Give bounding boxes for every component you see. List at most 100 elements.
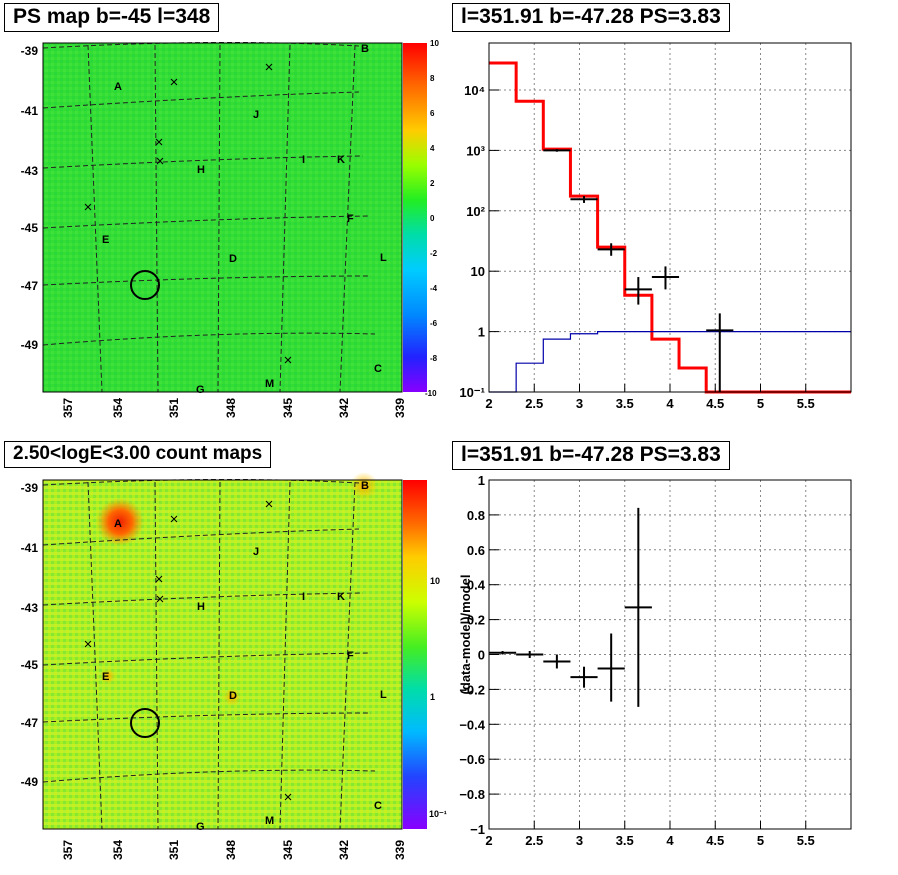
y-tick-label: -41 <box>21 104 39 118</box>
colorbar-tick-label: 10 <box>430 39 439 48</box>
source-label: A <box>114 81 122 93</box>
count-map-y-ticks: -39 -41 -43 -45 -47 -49 <box>21 481 39 789</box>
ps-map-title: PS map b=-45 l=348 <box>4 3 220 32</box>
x-tick-label: 4 <box>666 833 674 848</box>
x-tick-label: 2.5 <box>525 396 543 411</box>
x-tick-label: 2 <box>485 396 492 411</box>
source-label: D <box>229 690 237 702</box>
data-point <box>543 149 571 152</box>
y-axis-label: (data-model)/model <box>458 575 473 695</box>
source-label: H <box>197 164 205 176</box>
x-tick-label: 345 <box>281 398 295 418</box>
y-tick-label: −0.2 <box>459 682 485 697</box>
source-label: K <box>337 154 345 166</box>
y-tick-label: 10 <box>471 264 485 279</box>
x-tick-label: 5 <box>757 396 764 411</box>
count-map-source-labels: A B C D E F G H I J K L M <box>102 480 387 833</box>
colorbar-tick-label: -8 <box>430 354 438 363</box>
data-point <box>651 266 680 290</box>
y-tick-label: 1 <box>478 325 485 340</box>
colorbar-tick-label: 8 <box>430 74 435 83</box>
y-tick-label: 0.4 <box>467 578 486 593</box>
x-tick-label: 342 <box>337 398 351 418</box>
source-label: I <box>302 154 305 166</box>
source-a-hotspot <box>96 498 144 546</box>
y-tick-label: 0.6 <box>467 543 485 558</box>
x-tick-label: 351 <box>167 398 181 418</box>
source-label: H <box>197 601 205 613</box>
source-label: E <box>102 234 109 246</box>
source-label: F <box>347 650 354 662</box>
count-map-x-ticks: 357 354 351 348 345 342 339 <box>61 840 407 860</box>
x-tick-label: 3.5 <box>616 833 634 848</box>
x-tick-label: 351 <box>167 840 181 860</box>
source-label: G <box>196 384 205 396</box>
data-point <box>597 633 625 702</box>
y-tick-label: 0.8 <box>467 508 485 523</box>
x-tick-label: 5 <box>757 833 764 848</box>
count-map-title: 2.50<logE<3.00 count maps <box>4 441 272 468</box>
y-tick-label: −0.4 <box>459 717 485 732</box>
y-tick-label: -47 <box>21 279 39 293</box>
y-tick-label: −0.6 <box>459 752 485 767</box>
x-tick-label: 5.5 <box>797 833 815 848</box>
x-tick-label: 4.5 <box>706 396 724 411</box>
source-label: F <box>347 213 354 225</box>
data-point <box>543 654 571 669</box>
count-map-colorbar <box>403 480 427 829</box>
x-tick-label: 3 <box>576 396 583 411</box>
source-label: C <box>374 800 382 812</box>
data-point <box>597 243 625 256</box>
series-line <box>489 331 851 393</box>
y-tick-label: -41 <box>21 541 39 555</box>
colorbar-tick-label: 6 <box>430 109 435 118</box>
colorbar-tick-label: -4 <box>430 284 438 293</box>
source-label: L <box>380 252 387 264</box>
data-point <box>516 651 544 658</box>
y-tick-label: -39 <box>21 481 39 495</box>
source-label: L <box>380 689 387 701</box>
y-tick-label: 10⁻¹ <box>459 385 485 400</box>
ps-colorbar-ticks: 10 8 6 4 2 0 -2 -4 -6 -8 -10 <box>425 39 439 398</box>
y-tick-label: -39 <box>21 44 39 58</box>
colorbar-tick-label: -10 <box>425 389 437 398</box>
data-point <box>706 313 734 392</box>
x-tick-label: 5.5 <box>797 396 815 411</box>
y-tick-label: −1 <box>470 822 485 837</box>
source-d-hotspot <box>223 688 241 706</box>
colorbar-tick-label: 1 <box>430 692 435 702</box>
y-tick-label: 0 <box>478 648 485 663</box>
target-circle <box>130 270 160 300</box>
x-tick-label: 357 <box>61 398 75 418</box>
spectrum-plot: 2 2.5 3 3.5 4 4.5 5 5.5 10⁻¹ 1 10 10² 10³ 10⁴ <box>459 42 852 411</box>
data-point <box>570 666 598 688</box>
x-tick-label: 348 <box>224 398 238 418</box>
source-label: B <box>361 43 369 55</box>
source-label: A <box>114 518 122 530</box>
source-label: B <box>361 480 369 492</box>
x-tick-label: 339 <box>393 840 407 860</box>
y-tick-label: -43 <box>21 164 39 178</box>
residual-plot: 2 2.5 3 3.5 4 4.5 5 5.5 1 0.8 0.6 0.4 0.2 0 −0.2 −0.4 −0… <box>458 473 852 848</box>
ps-map-grid <box>42 41 376 393</box>
source-label: E <box>102 671 109 683</box>
y-tick-label: 0.2 <box>467 613 485 628</box>
y-tick-label: 10⁴ <box>464 83 485 98</box>
residual-title: l=351.91 b=-47.28 PS=3.83 <box>452 441 730 470</box>
spectrum-title: l=351.91 b=-47.28 PS=3.83 <box>452 3 730 32</box>
source-label: D <box>229 253 237 265</box>
colorbar-tick-label: 2 <box>430 179 435 188</box>
source-label: M <box>265 378 274 390</box>
y-tick-label: −0.8 <box>459 787 485 802</box>
ps-map-source-labels: A B C D E F G H I J K L M <box>102 43 387 396</box>
x-tick-label: 4 <box>666 396 674 411</box>
ps-map-x-markers <box>84 63 292 364</box>
source-label: J <box>253 546 259 558</box>
data-point <box>624 507 652 707</box>
y-tick-label: -43 <box>21 601 39 615</box>
x-tick-label: 2 <box>485 833 492 848</box>
data-point <box>570 196 598 203</box>
source-label: K <box>337 591 345 603</box>
y-tick-label: -45 <box>21 221 39 235</box>
